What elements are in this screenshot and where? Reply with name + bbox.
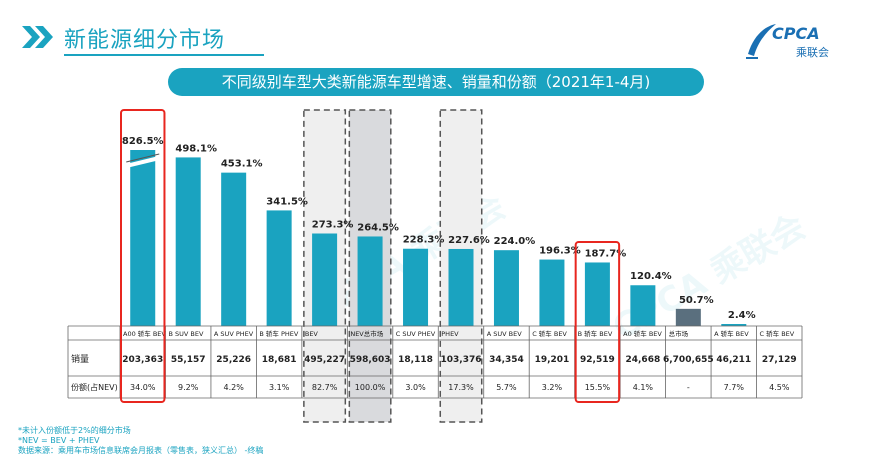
red-highlight-box bbox=[120, 109, 166, 403]
table-cell-value: 5.7% bbox=[496, 383, 517, 392]
bar bbox=[130, 150, 156, 326]
bar bbox=[448, 248, 474, 326]
table-cell-value: 34.0% bbox=[130, 383, 156, 392]
table-cell-value: 4.5% bbox=[769, 383, 790, 392]
category-label: NEV总市场 bbox=[350, 329, 383, 338]
logo-text: CPCA bbox=[772, 24, 820, 43]
bar bbox=[539, 259, 565, 326]
data-label: 498.1% bbox=[175, 143, 217, 154]
title-underline bbox=[64, 54, 264, 56]
table-cell-value: 203,363 bbox=[122, 355, 163, 365]
table-cell-value: 103,376 bbox=[441, 355, 482, 365]
axis-break-mark bbox=[126, 153, 160, 163]
data-label: 187.7% bbox=[585, 248, 627, 259]
footnote: *未计入份额低于2%的细分市场 bbox=[18, 426, 131, 435]
table-cell-value: 3.0% bbox=[405, 383, 426, 392]
table-cell-value: 27,129 bbox=[762, 355, 797, 365]
table-cell-value: 3.1% bbox=[269, 383, 290, 392]
category-label: A00 轿车 BEV bbox=[123, 329, 166, 338]
data-label: 341.5% bbox=[266, 196, 308, 207]
footnote: 数据来源：乘用车市场信息联席会月报表（零售表，狭义汇总） -终稿 bbox=[18, 446, 264, 455]
data-label: 50.7% bbox=[679, 295, 714, 306]
data-label: 228.3% bbox=[403, 235, 445, 246]
table-cell-value: 18,681 bbox=[262, 355, 297, 365]
category-label: B 轿车 PHEV bbox=[259, 329, 299, 338]
header: 新能源细分市场 CPCA 乘联会 bbox=[22, 10, 852, 59]
category-label: PHEV bbox=[441, 330, 459, 338]
bar bbox=[721, 324, 747, 326]
table-cell-value: 4.1% bbox=[633, 383, 654, 392]
bar bbox=[584, 262, 610, 326]
table-cell-value: 92,519 bbox=[580, 355, 615, 365]
data-label: 2.4% bbox=[728, 310, 756, 321]
table-cell-value: 46,211 bbox=[716, 355, 751, 365]
logo-subtext: 乘联会 bbox=[796, 46, 829, 59]
table-cell-value: 7.7% bbox=[724, 383, 745, 392]
category-label: C SUV PHEV bbox=[396, 330, 436, 338]
table-cell-value: 495,227 bbox=[304, 355, 345, 365]
category-label: C 轿车 BEV bbox=[532, 329, 567, 338]
bar bbox=[266, 210, 292, 326]
table-cell-value: 9.2% bbox=[178, 383, 199, 392]
chart-title: 不同级别车型大类新能源车型增速、销量和份额（2021年1-4月) bbox=[168, 68, 704, 96]
dashed-highlight-box bbox=[348, 109, 392, 423]
category-label: A 轿车 BEV bbox=[714, 329, 749, 338]
data-label: 224.0% bbox=[494, 236, 536, 247]
data-label: 196.3% bbox=[539, 246, 581, 257]
category-label: B SUV BEV bbox=[168, 330, 203, 338]
category-label: C 轿车 BEV bbox=[760, 329, 795, 338]
bar bbox=[493, 250, 519, 326]
bar bbox=[175, 157, 201, 326]
chevron-right-icon bbox=[22, 26, 53, 48]
table-cell-value: 598,603 bbox=[350, 355, 391, 365]
category-label: A0 轿车 BEV bbox=[623, 329, 662, 338]
table-cell-value: 17.3% bbox=[448, 383, 474, 392]
table-cell-value: 25,226 bbox=[216, 355, 251, 365]
table-cell-value: 4.2% bbox=[224, 383, 245, 392]
table-cell-value: - bbox=[687, 383, 690, 392]
bar bbox=[675, 308, 701, 326]
cpca-logo: CPCA 乘联会 bbox=[744, 18, 834, 62]
table-cell-value: 6,700,655 bbox=[663, 355, 714, 365]
data-label: 273.3% bbox=[312, 219, 354, 230]
table-cell-value: 15.5% bbox=[585, 383, 611, 392]
page-title: 新能源细分市场 bbox=[64, 28, 226, 53]
axis-break-mark bbox=[125, 156, 160, 168]
table-cell-value: 3.2% bbox=[542, 383, 563, 392]
bar bbox=[403, 248, 429, 326]
bar bbox=[221, 172, 247, 326]
data-label: 264.5% bbox=[357, 222, 399, 233]
table-cell-value: 55,157 bbox=[171, 355, 206, 365]
data-label: 120.4% bbox=[630, 271, 672, 282]
category-label: A SUV BEV bbox=[487, 330, 522, 338]
bar bbox=[630, 285, 656, 326]
red-highlight-box bbox=[574, 241, 621, 403]
data-label: 453.1% bbox=[221, 159, 263, 170]
category-label: 总市场 bbox=[669, 329, 689, 338]
table-cell-value: 19,201 bbox=[535, 355, 570, 365]
logo-swoosh-icon bbox=[746, 24, 776, 59]
data-label: 826.5% bbox=[122, 136, 164, 147]
table-cell-value: 34,354 bbox=[489, 355, 524, 365]
category-label: BEV bbox=[305, 330, 319, 338]
row-label: 份额(占NEV) bbox=[71, 382, 118, 392]
table-cell-value: 24,668 bbox=[625, 355, 660, 365]
category-label: B 轿车 BEV bbox=[578, 329, 613, 338]
data-label: 227.6% bbox=[448, 235, 490, 246]
table-cell-value: 82.7% bbox=[312, 383, 338, 392]
table-cell-value: 18,118 bbox=[398, 355, 433, 365]
footnote: *NEV = BEV + PHEV bbox=[18, 436, 100, 445]
bar bbox=[312, 233, 338, 326]
footnotes: *未计入份额低于2%的细分市场 *NEV = BEV + PHEV 数据来源：乘… bbox=[18, 426, 263, 456]
category-label: A SUV PHEV bbox=[214, 330, 254, 338]
row-label: 销量 bbox=[71, 353, 89, 365]
table-cell-value: 100.0% bbox=[355, 383, 386, 392]
bar bbox=[357, 236, 383, 326]
